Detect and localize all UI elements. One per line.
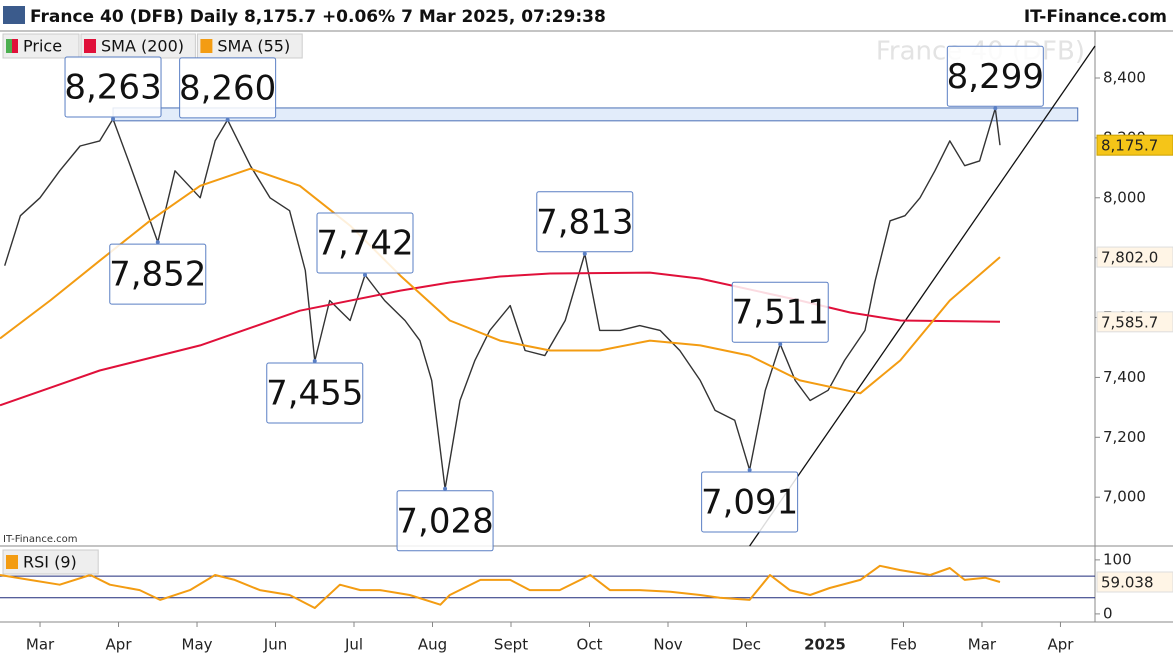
annotation-label: 7,511 xyxy=(732,293,829,333)
credit: IT-Finance.com xyxy=(3,534,78,545)
annotation-point xyxy=(747,467,752,472)
chart-title: France 40 (DFB) Daily 8,175.7 +0.06% 7 M… xyxy=(30,7,606,27)
annotation-point xyxy=(582,251,587,256)
legend-swatch xyxy=(6,555,18,569)
legend-bg xyxy=(196,33,303,59)
legend-swatch-up xyxy=(6,39,12,53)
y-tick-label: 0 xyxy=(1103,604,1113,622)
x-tick-label: Sept xyxy=(494,636,528,654)
annotation-label: 7,455 xyxy=(266,373,363,413)
x-tick-label: Mar xyxy=(968,636,997,654)
x-tick-label: 2025 xyxy=(804,636,846,654)
legend-swatch-down xyxy=(12,39,18,53)
last-value-label: 7,585.7 xyxy=(1101,313,1158,331)
y-tick-label: 7,200 xyxy=(1103,428,1146,446)
last-value-label: 8,175.7 xyxy=(1101,137,1158,155)
legend-label: Price xyxy=(23,37,62,56)
x-tick-label: Oct xyxy=(577,636,603,654)
annotation-label: 7,852 xyxy=(109,255,206,295)
series-line xyxy=(0,271,1001,407)
legend-bg xyxy=(2,549,99,575)
last-value-box xyxy=(1096,311,1173,333)
annotation-point xyxy=(155,240,160,245)
legend-label: SMA (55) xyxy=(217,37,290,56)
annotation-label: 7,028 xyxy=(396,501,493,541)
annotation-point xyxy=(443,486,448,491)
legend-item: SMA (200) xyxy=(80,33,196,59)
series-line xyxy=(4,107,1001,490)
x-tick-label: Apr xyxy=(1047,636,1074,654)
annotation-label: 8,263 xyxy=(64,68,161,108)
x-tick-label: Apr xyxy=(106,636,133,654)
legend-swatch xyxy=(84,39,96,53)
legend-item: Price xyxy=(2,33,80,59)
annotation-label: 7,091 xyxy=(701,482,798,522)
y-tick-label: 7,000 xyxy=(1103,488,1146,506)
x-tick-label: Nov xyxy=(653,636,682,654)
y-tick-label: 100 xyxy=(1103,550,1132,568)
source: IT-Finance.com xyxy=(1024,7,1167,27)
annotation-point xyxy=(225,117,230,122)
series-line xyxy=(0,564,1001,609)
annotation-point xyxy=(363,273,367,278)
x-tick-label: Aug xyxy=(418,636,447,654)
x-tick-label: Feb xyxy=(890,636,917,654)
last-value-box xyxy=(1096,246,1173,268)
last-value-label: 59.038 xyxy=(1101,574,1154,592)
legend-item: SMA (55) xyxy=(196,33,303,59)
annotation-label: 8,299 xyxy=(947,57,1044,97)
legend-swatch xyxy=(200,39,213,53)
annotation-point xyxy=(111,117,116,122)
x-tick-label: Mar xyxy=(26,636,55,654)
x-tick-label: May xyxy=(182,636,213,654)
legend-bg xyxy=(80,33,196,59)
legend-label: RSI (9) xyxy=(23,553,77,572)
series-line xyxy=(0,167,1001,395)
y-tick-label: 8,000 xyxy=(1103,188,1146,206)
x-tick-label: Dec xyxy=(732,636,761,654)
annotation-point xyxy=(993,106,998,111)
last-value-label: 7,802.0 xyxy=(1101,249,1158,267)
last-value-box xyxy=(1096,571,1173,593)
trendline xyxy=(749,45,1096,547)
annotation-point xyxy=(778,342,783,347)
last-value-box xyxy=(1096,134,1173,156)
x-tick-label: Jun xyxy=(263,636,287,654)
logo-icon xyxy=(3,6,25,24)
annotation-label: 7,813 xyxy=(536,202,633,242)
annotation-point xyxy=(312,358,317,363)
y-tick-label: 8,400 xyxy=(1103,69,1146,87)
x-tick-label: Jul xyxy=(344,636,363,654)
y-tick-label: 7,400 xyxy=(1103,368,1146,386)
annotation-label: 7,742 xyxy=(316,224,413,264)
annotation-label: 8,260 xyxy=(179,68,276,108)
legend-item: RSI (9) xyxy=(2,549,99,575)
legend-label: SMA (200) xyxy=(101,37,184,56)
